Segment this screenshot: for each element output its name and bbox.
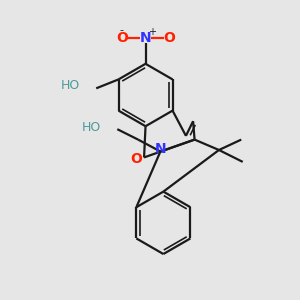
Text: O: O: [130, 152, 142, 166]
Text: HO: HO: [61, 80, 80, 92]
Text: N: N: [140, 31, 152, 45]
Text: HO: HO: [82, 121, 101, 134]
Text: +: +: [148, 27, 156, 37]
Text: N: N: [154, 142, 166, 155]
Text: O: O: [164, 31, 175, 45]
Text: O: O: [116, 31, 128, 45]
Text: -: -: [120, 25, 124, 35]
